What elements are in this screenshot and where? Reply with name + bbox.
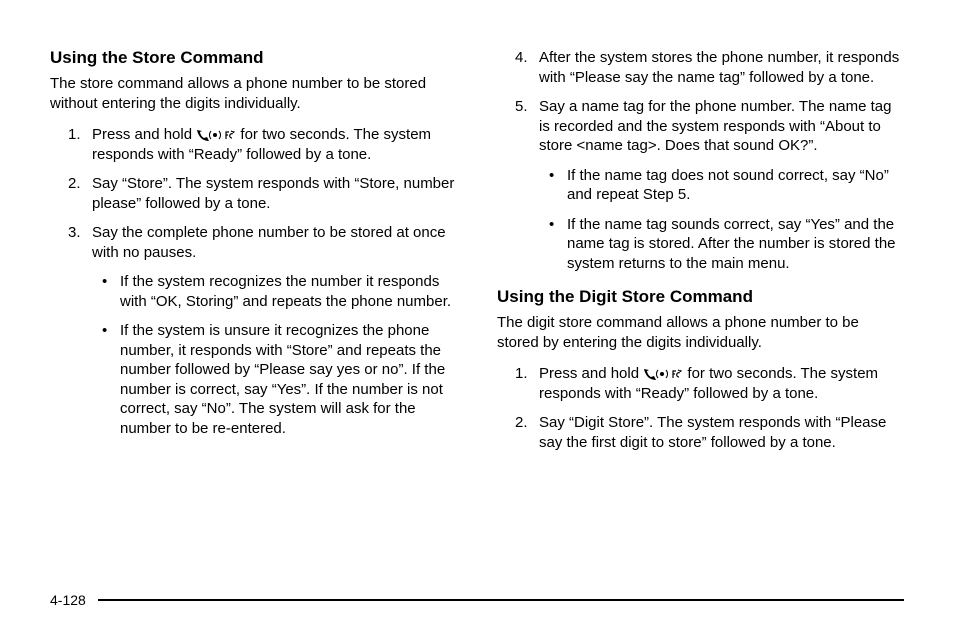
right-column: 4. After the system stores the phone num…: [497, 48, 904, 462]
page-number: 4-128: [50, 592, 86, 608]
heading-store-command: Using the Store Command: [50, 48, 457, 68]
step-text: Say “Store”. The system responds with “S…: [92, 175, 454, 212]
phone-voice-icon: [196, 128, 236, 142]
step-2: 2. Say “Store”. The system responds with…: [50, 174, 457, 213]
digit-store-section: Using the Digit Store Command The digit …: [497, 287, 904, 452]
store-steps-list-cont: 4. After the system stores the phone num…: [497, 48, 904, 273]
step-number: 3.: [68, 223, 81, 243]
step-number: 1.: [68, 125, 81, 145]
intro-store-command: The store command allows a phone number …: [50, 74, 457, 113]
footer-rule: [98, 599, 904, 601]
step-1: 1. Press and hold for two seconds. The s…: [50, 125, 457, 164]
step-number: 1.: [515, 364, 528, 384]
step-3: 3. Say the complete phone number to be s…: [50, 223, 457, 438]
step-4: 4. After the system stores the phone num…: [497, 48, 904, 87]
step-5: 5. Say a name tag for the phone number. …: [497, 97, 904, 273]
left-column: Using the Store Command The store comman…: [50, 48, 457, 462]
step-number: 2.: [68, 174, 81, 194]
content-columns: Using the Store Command The store comman…: [50, 48, 904, 462]
step-text-pre: Press and hold: [539, 365, 643, 382]
step-number: 2.: [515, 413, 528, 433]
step-5-sublist: If the name tag does not sound correct, …: [539, 166, 904, 274]
step-number: 5.: [515, 97, 528, 117]
store-steps-list: 1. Press and hold for two seconds. The s…: [50, 125, 457, 438]
digit-store-steps-list: 1. Press and hold for two seconds. The s…: [497, 364, 904, 452]
bullet-item: If the name tag sounds correct, say “Yes…: [539, 215, 904, 274]
step-text: Say the complete phone number to be stor…: [92, 224, 446, 261]
intro-digit-store: The digit store command allows a phone n…: [497, 313, 904, 352]
step-1: 1. Press and hold for two seconds. The s…: [497, 364, 904, 403]
heading-digit-store: Using the Digit Store Command: [497, 287, 904, 307]
step-2: 2. Say “Digit Store”. The system respond…: [497, 413, 904, 452]
step-text: Say a name tag for the phone number. The…: [539, 98, 891, 154]
bullet-item: If the system recognizes the number it r…: [92, 272, 457, 311]
step-text: Say “Digit Store”. The system responds w…: [539, 414, 886, 451]
bullet-item: If the name tag does not sound correct, …: [539, 166, 904, 205]
phone-voice-icon: [643, 367, 683, 381]
page-footer: 4-128: [50, 592, 904, 608]
step-number: 4.: [515, 48, 528, 68]
step-text: After the system stores the phone number…: [539, 49, 899, 86]
step-3-sublist: If the system recognizes the number it r…: [92, 272, 457, 438]
bullet-item: If the system is unsure it recognizes th…: [92, 321, 457, 438]
step-text-pre: Press and hold: [92, 126, 196, 143]
